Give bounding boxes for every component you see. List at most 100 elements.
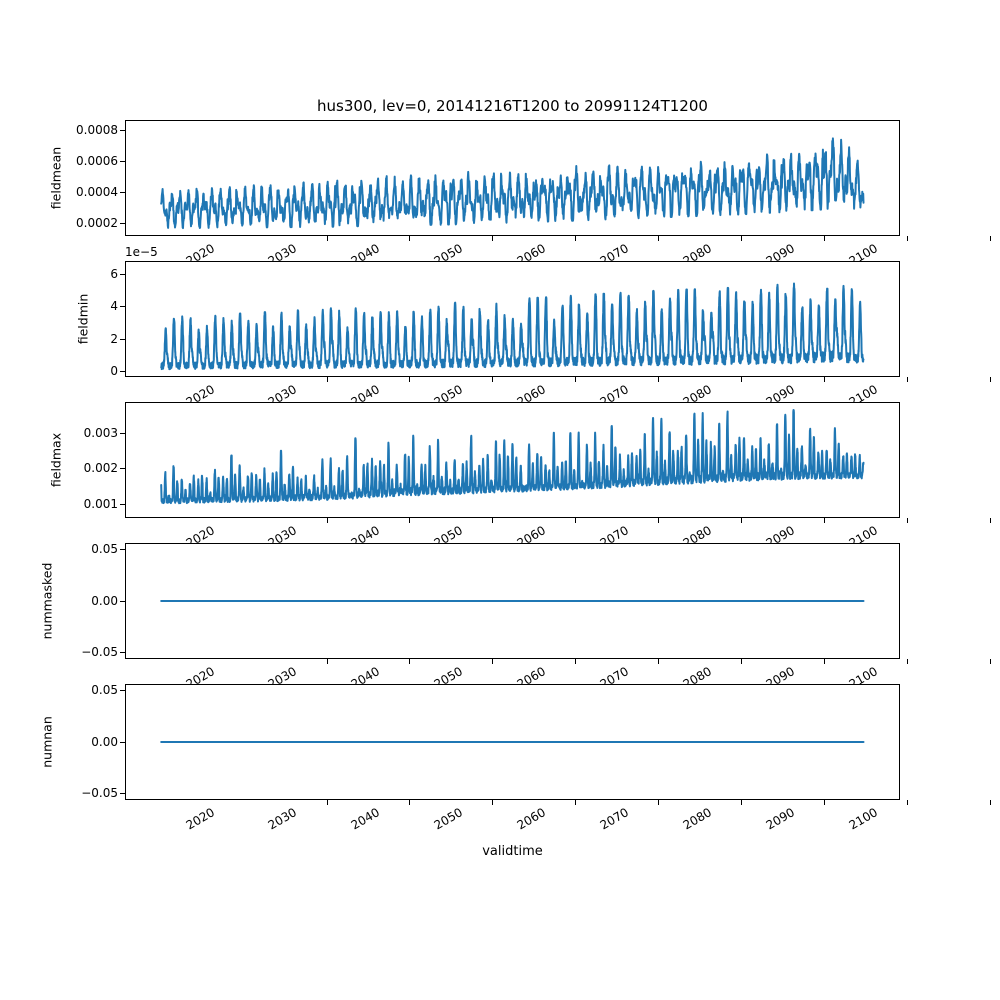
x-tick-mark <box>492 377 494 382</box>
y-tick-label: 0.0008 <box>76 123 118 138</box>
x-tick-mark <box>326 236 328 241</box>
y-tick-mark <box>120 338 125 340</box>
y-tick-mark <box>120 371 125 373</box>
x-tick-label: 2080 <box>680 805 714 833</box>
x-tick-mark <box>409 800 411 805</box>
y-tick-label: 0.002 <box>83 461 118 476</box>
y-axis-title-nummasked: nummasked <box>39 562 55 640</box>
x-tick-mark <box>409 236 411 241</box>
y-tick-label: −0.05 <box>81 645 118 660</box>
x-tick-label: 2020 <box>183 805 217 833</box>
x-axis-title: validtime <box>482 844 543 859</box>
x-tick-mark <box>741 377 743 382</box>
y-tick-label: 0.001 <box>83 497 118 512</box>
x-tick-mark <box>989 236 991 241</box>
x-tick-mark <box>741 659 743 664</box>
x-tick-mark <box>906 236 908 241</box>
y-tick-label: 6 <box>110 266 118 281</box>
y-tick-label: 0.00 <box>91 734 118 749</box>
x-tick-label: 2040 <box>348 805 383 833</box>
x-tick-mark <box>326 377 328 382</box>
y-tick-mark <box>120 793 125 795</box>
plot-area-numnan <box>125 684 900 800</box>
x-tick-mark <box>823 518 825 523</box>
x-tick-mark <box>823 659 825 664</box>
x-tick-mark <box>658 377 660 382</box>
x-tick-mark <box>989 377 991 382</box>
chart-title: hus300, lev=0, 20141216T1200 to 20991124… <box>317 97 708 115</box>
y-tick-mark <box>120 306 125 308</box>
y-tick-mark <box>120 600 125 602</box>
x-tick-mark <box>326 800 328 805</box>
series-line-fieldmax <box>160 409 865 505</box>
x-tick-label: 2030 <box>266 805 300 833</box>
plot-area-fieldmean <box>125 120 900 236</box>
x-tick-mark <box>989 518 991 523</box>
y-axis-title-fieldmin: fieldmin <box>75 293 91 345</box>
y-tick-mark <box>120 192 125 194</box>
y-tick-label: 2 <box>110 331 118 346</box>
y-tick-mark <box>120 504 125 506</box>
y-tick-label: −0.05 <box>81 786 118 801</box>
x-tick-label: 2070 <box>597 805 632 833</box>
x-tick-mark <box>989 800 991 805</box>
y-tick-label: 0.0002 <box>76 216 118 231</box>
y-tick-mark <box>120 432 125 434</box>
x-tick-mark <box>658 518 660 523</box>
x-tick-mark <box>906 377 908 382</box>
x-tick-label: 2100 <box>846 805 880 833</box>
x-tick-mark <box>492 518 494 523</box>
y-tick-mark <box>120 689 125 691</box>
x-tick-label: 2060 <box>514 805 549 833</box>
x-tick-mark <box>492 236 494 241</box>
y-tick-mark <box>120 161 125 163</box>
y-tick-mark <box>120 548 125 550</box>
x-tick-label: 2090 <box>763 805 797 833</box>
y-tick-label: 0.003 <box>83 425 118 440</box>
x-tick-mark <box>658 800 660 805</box>
x-tick-mark <box>906 800 908 805</box>
y-tick-label: 0.0006 <box>76 154 118 169</box>
x-tick-mark <box>575 659 577 664</box>
y-axis-title-fieldmax: fieldmax <box>48 432 64 488</box>
x-tick-mark <box>658 236 660 241</box>
x-tick-mark <box>492 659 494 664</box>
y-tick-label: 0.05 <box>91 682 118 697</box>
y-tick-mark <box>120 468 125 470</box>
x-tick-mark <box>823 236 825 241</box>
x-tick-mark <box>741 518 743 523</box>
x-tick-mark <box>575 800 577 805</box>
series-line-fieldmin <box>160 282 865 371</box>
y-tick-label: 0.0004 <box>76 185 118 200</box>
y-axis-offset-text: 1e−5 <box>125 245 158 259</box>
x-tick-mark <box>575 377 577 382</box>
x-tick-mark <box>492 800 494 805</box>
x-tick-mark <box>658 659 660 664</box>
y-axis-title-fieldmean: fieldmean <box>48 146 64 210</box>
x-tick-mark <box>906 659 908 664</box>
y-tick-mark <box>120 273 125 275</box>
plot-area-fieldmax <box>125 402 900 518</box>
y-tick-label: 0 <box>110 364 118 379</box>
y-axis-title-numnan: numnan <box>39 716 55 768</box>
x-tick-mark <box>409 377 411 382</box>
x-tick-mark <box>409 518 411 523</box>
x-tick-mark <box>575 236 577 241</box>
x-tick-label: 2050 <box>431 805 466 833</box>
x-tick-mark <box>741 800 743 805</box>
x-tick-mark <box>326 518 328 523</box>
x-tick-mark <box>409 659 411 664</box>
x-tick-mark <box>823 800 825 805</box>
x-tick-mark <box>326 659 328 664</box>
y-tick-mark <box>120 223 125 225</box>
y-tick-mark <box>120 652 125 654</box>
x-tick-mark <box>741 236 743 241</box>
y-tick-label: 0.05 <box>91 541 118 556</box>
plot-area-fieldmin <box>125 261 900 377</box>
x-tick-mark <box>823 377 825 382</box>
x-tick-mark <box>989 659 991 664</box>
y-tick-label: 0.00 <box>91 593 118 608</box>
x-tick-mark <box>906 518 908 523</box>
x-tick-mark <box>575 518 577 523</box>
